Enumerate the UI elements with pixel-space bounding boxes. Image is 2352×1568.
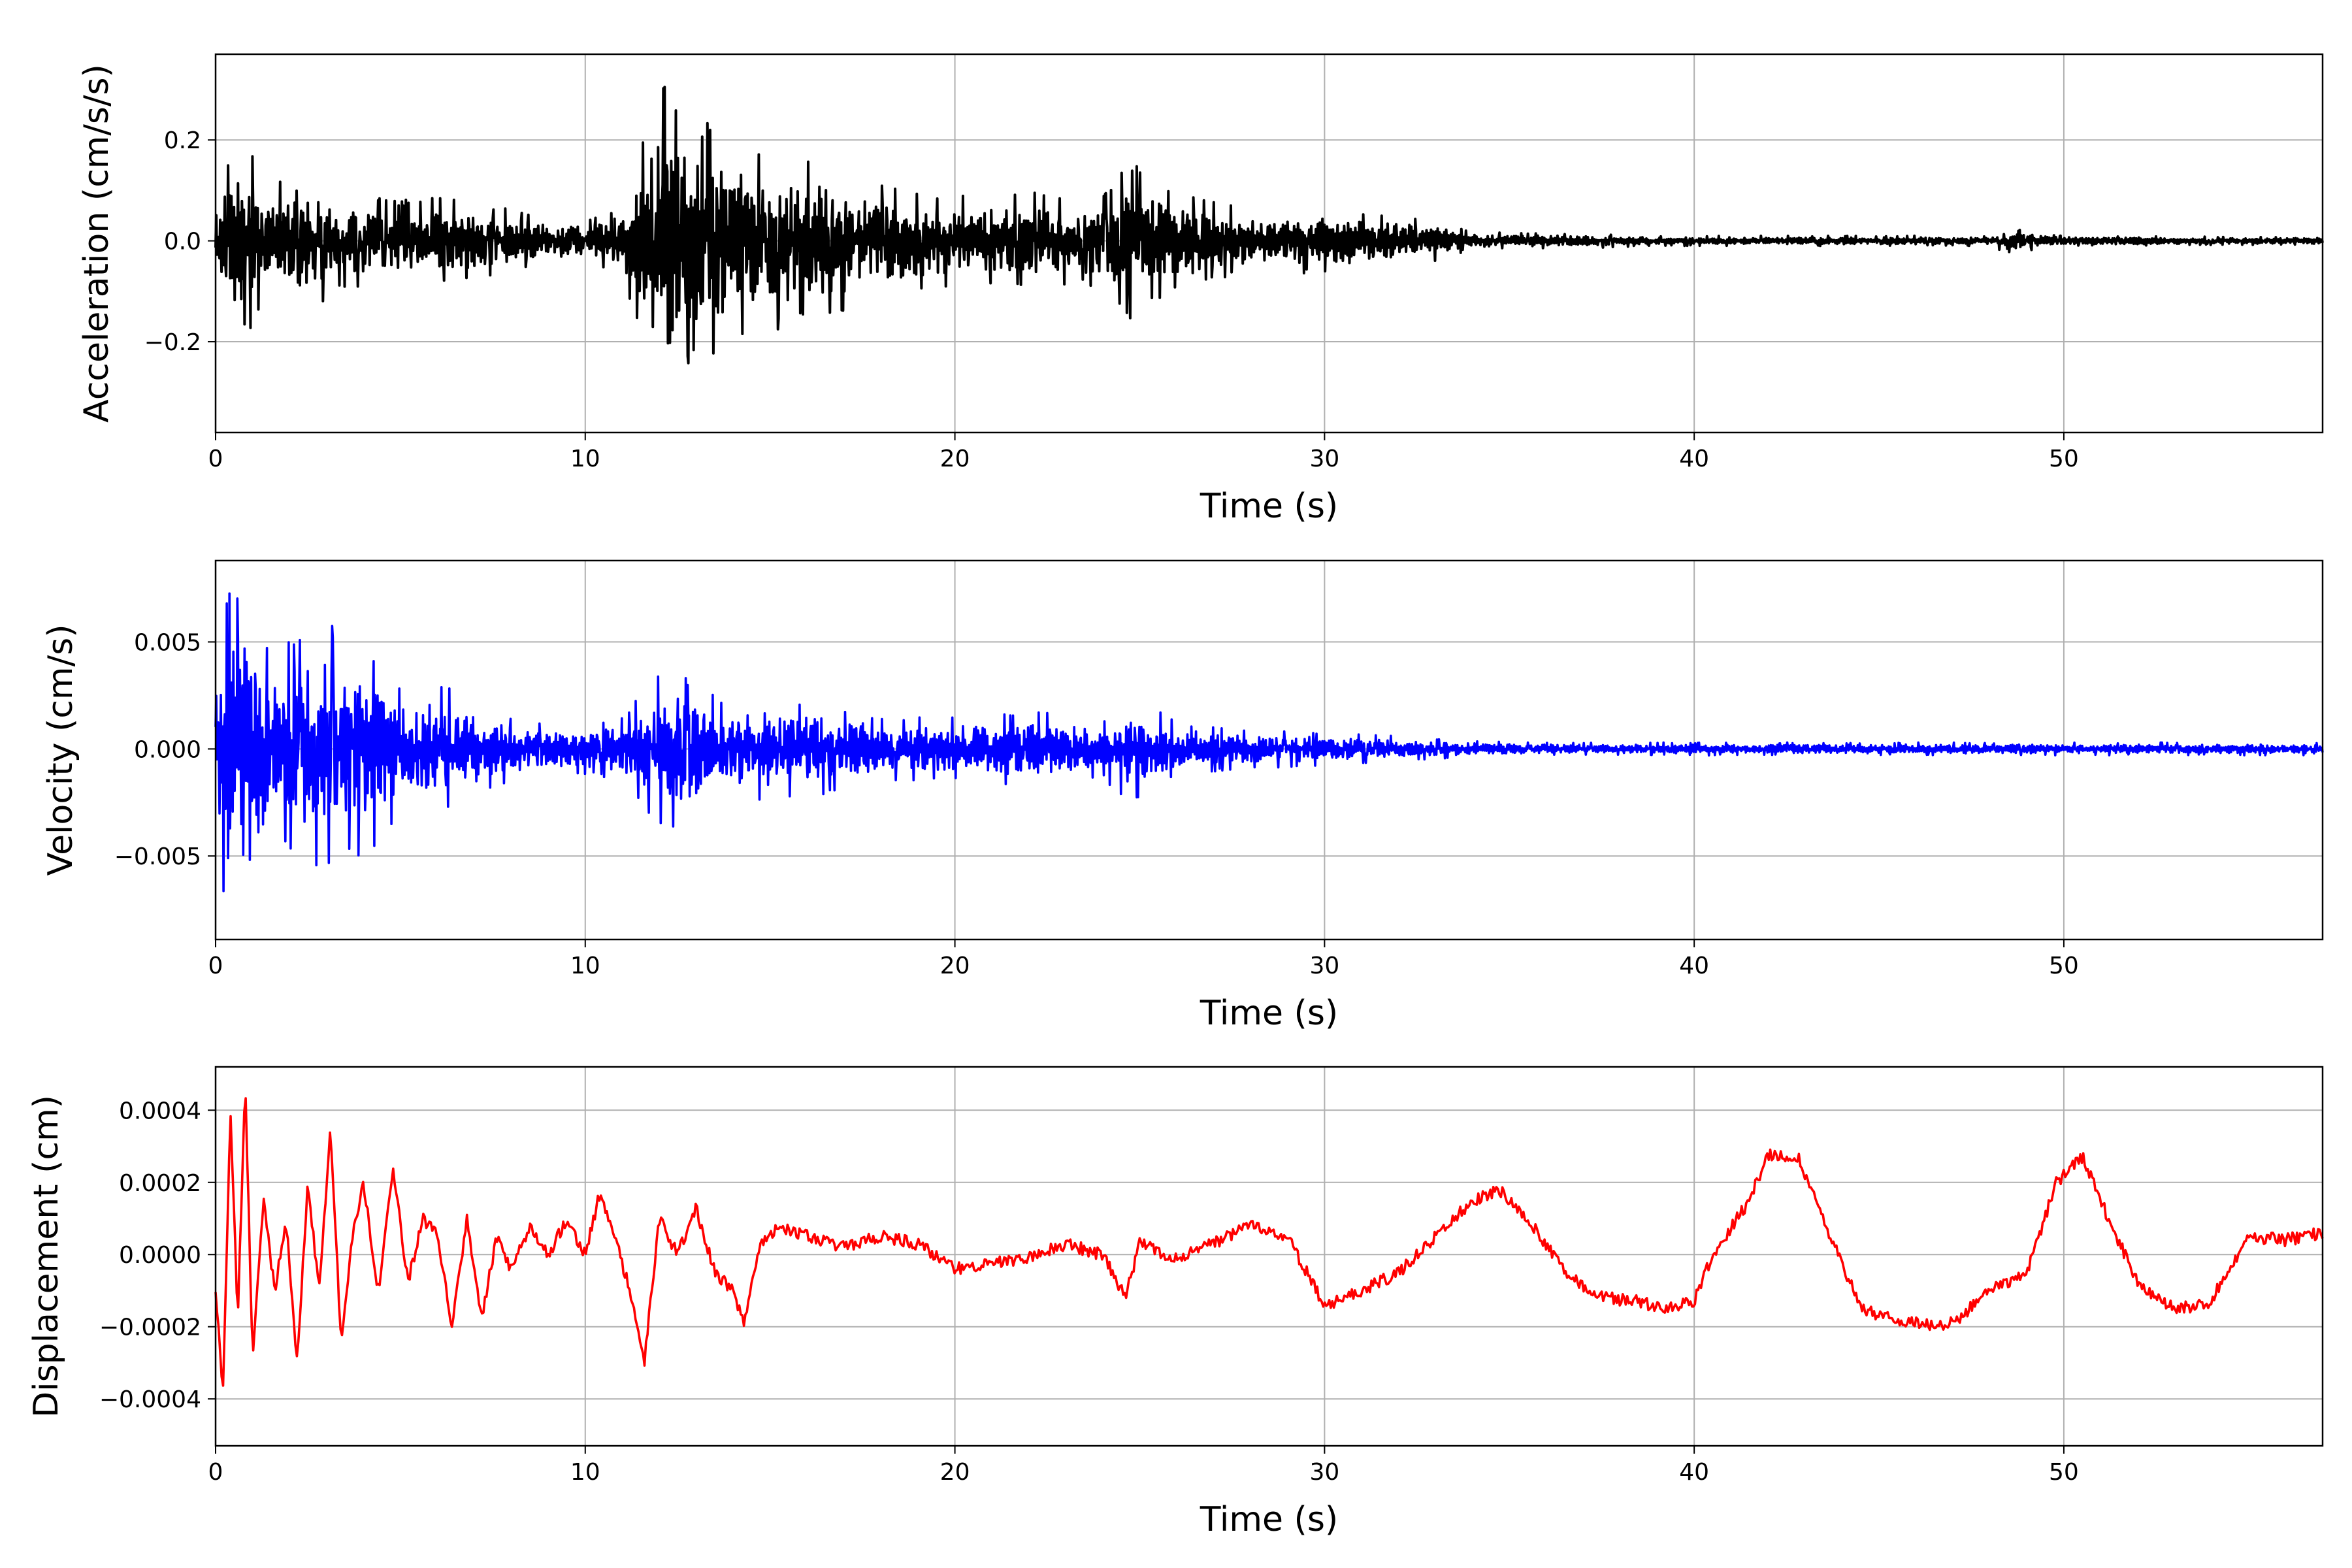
y-tick-label: 0.2 [164, 127, 201, 154]
x-tick-label: 0 [208, 953, 223, 979]
x-tick-label: 0 [208, 446, 223, 472]
y-tick-label: 0.000 [134, 736, 201, 763]
y-tick-label: 0.005 [134, 630, 201, 657]
acceleration-series-line [214, 86, 2324, 365]
x-tick-label: 40 [1679, 953, 1709, 979]
x-tick-label: 40 [1679, 446, 1709, 472]
y-tick-label: −0.0002 [99, 1315, 201, 1341]
y-tick-label: −0.0004 [99, 1386, 201, 1413]
y-axis-label: Acceleration (cm/s/s) [77, 64, 116, 423]
displacement-series-line [214, 1097, 2324, 1387]
x-tick-label: 20 [940, 446, 970, 472]
plot-frame [214, 1066, 2324, 1447]
x-axis-label: Time (s) [1200, 487, 1338, 526]
x-tick-label: 10 [570, 953, 600, 979]
x-tick-label: 10 [570, 1459, 600, 1486]
y-tick-label: 0.0 [164, 229, 201, 255]
plot-frame [214, 559, 2324, 941]
y-axis-label: Displacement (cm) [27, 1095, 66, 1418]
y-tick-label: 0.0000 [119, 1242, 201, 1269]
y-axis-label: Velocity (cm/s) [41, 625, 80, 876]
x-tick-label: 20 [940, 953, 970, 979]
velocity-panel: 0 10 20 30 40 50 −0.005 0.000 0.005 Time (s) Veloc… [41, 559, 2324, 1033]
x-tick-label: 0 [208, 1459, 223, 1486]
x-tick-label: 10 [570, 446, 600, 472]
velocity-series-line [214, 592, 2324, 892]
y-tick-label: 0.0004 [119, 1098, 201, 1124]
x-tick-label: 40 [1679, 1459, 1709, 1486]
x-axis-label: Time (s) [1200, 994, 1338, 1033]
y-tick-label: 0.0002 [119, 1170, 201, 1197]
x-tick-label: 50 [2049, 446, 2079, 472]
x-tick-label: 30 [1309, 446, 1339, 472]
x-tick-label: 30 [1309, 1459, 1339, 1486]
y-tick-label: −0.005 [114, 843, 201, 870]
x-tick-label: 50 [2049, 953, 2079, 979]
x-tick-label: 20 [940, 1459, 970, 1486]
x-axis-label: Time (s) [1200, 1500, 1338, 1539]
y-tick-label: −0.2 [144, 329, 201, 356]
x-tick-label: 30 [1309, 953, 1339, 979]
acceleration-panel: 0 10 20 30 40 50 −0.2 0.0 0.2 Time (s) Acceleratio… [77, 53, 2324, 526]
displacement-panel: 0 10 20 30 40 50 −0.0004 −0.0002 0.0000 0.0002 0.0… [27, 1066, 2324, 1539]
plot-frame [214, 53, 2324, 434]
x-tick-label: 50 [2049, 1459, 2079, 1486]
